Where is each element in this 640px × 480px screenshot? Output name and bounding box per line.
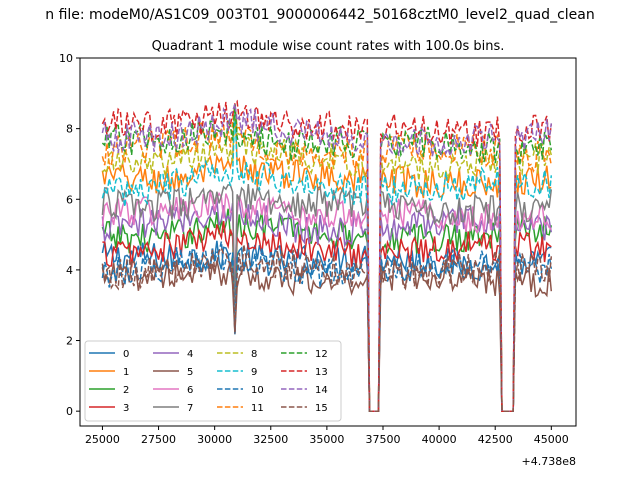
ticks-layer: 25000 27500 30000 32500 35000 37500 40000 42500… [59, 52, 569, 446]
legend-label-5: 5 [187, 367, 193, 378]
legend-label-2: 2 [123, 385, 129, 396]
legend-label-12: 12 [315, 349, 328, 360]
x-tick-label: 30000 [197, 433, 232, 446]
series-line-1 [101, 103, 552, 412]
y-tick-label: 6 [66, 193, 73, 206]
series-line-12 [101, 103, 553, 412]
x-tick-label: 37500 [365, 433, 400, 446]
x-tick-label: 45000 [534, 433, 569, 446]
lines-layer [101, 99, 553, 412]
legend-label-6: 6 [187, 385, 193, 396]
axes-frame [79, 57, 577, 427]
legend-frame [84, 340, 342, 422]
series-line-14 [101, 103, 553, 412]
series-line-2 [101, 208, 553, 412]
series-line-5 [101, 252, 553, 412]
y-tick-label: 2 [66, 335, 73, 348]
legend-label-15: 15 [315, 403, 328, 414]
x-tick-label: 25000 [85, 433, 120, 446]
x-tick-label: 35000 [309, 433, 344, 446]
legend-label-7: 7 [187, 403, 193, 414]
series-line-10 [101, 241, 553, 412]
legend-label-0: 0 [123, 349, 129, 360]
series-line-13 [101, 99, 553, 412]
y-tick-label: 8 [66, 123, 73, 136]
x-offset-label: +4.738e8 [522, 455, 576, 468]
series-line-7 [101, 183, 553, 412]
figure-suptitle: n file: modeM0/AS1C09_003T01_9000006442_… [45, 7, 594, 23]
legend-label-11: 11 [251, 403, 264, 414]
y-tick-label: 4 [66, 264, 73, 277]
legend-label-3: 3 [123, 403, 129, 414]
legend-label-4: 4 [187, 349, 193, 360]
series-line-9 [101, 103, 553, 412]
y-tick-label: 10 [59, 52, 73, 65]
legend-label-13: 13 [315, 367, 328, 378]
series-line-6 [101, 191, 552, 412]
x-tick-label: 32500 [253, 433, 288, 446]
x-tick-label: 27500 [141, 433, 176, 446]
y-tick-label: 0 [66, 405, 73, 418]
legend-label-9: 9 [251, 367, 257, 378]
legend-label-10: 10 [251, 385, 264, 396]
x-tick-label: 42500 [478, 433, 513, 446]
chart-title: Quadrant 1 module wise count rates with … [152, 39, 505, 54]
series-line-3 [102, 220, 552, 412]
x-tick-label: 40000 [422, 433, 457, 446]
legend-label-8: 8 [251, 349, 257, 360]
series-line-15 [101, 244, 553, 412]
legend-label-1: 1 [123, 367, 129, 378]
legend-label-14: 14 [315, 385, 328, 396]
